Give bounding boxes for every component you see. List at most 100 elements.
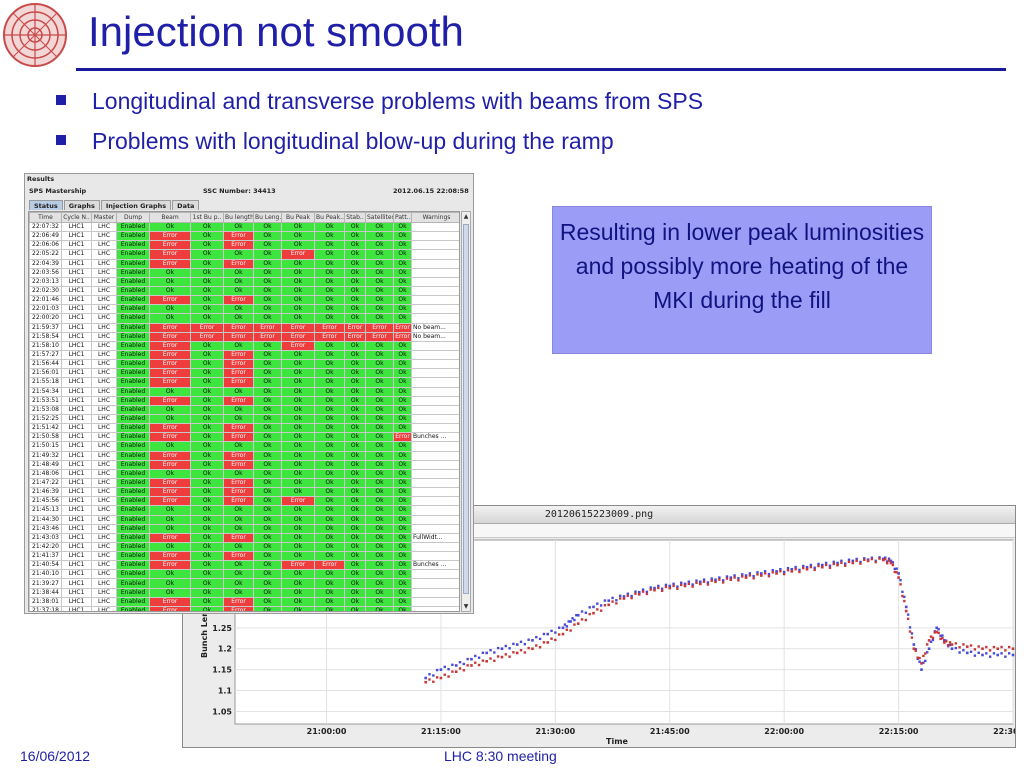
column-header[interactable]: Bu Leng.. — [253, 212, 282, 223]
table-row[interactable]: 21:40:10 LHC1 LHC Enabled Ok Ok Ok Ok Ok Ok Ok Ok Ok — [29, 569, 459, 580]
table-row[interactable]: 21:52:25 LHC1 LHC Enabled Ok Ok Ok Ok Ok Ok Ok Ok Ok — [29, 413, 459, 425]
table-row[interactable]: 22:06:49 LHC1 LHC Enabled Error Ok Error Ok Ok Ok… — [29, 231, 459, 242]
table-row[interactable]: 21:39:27 LHC1 LHC Enabled Ok Ok Ok Ok Ok Ok Ok Ok Ok — [29, 578, 459, 589]
table-row[interactable]: 21:48:06 LHC1 LHC Enabled Ok Ok Ok Ok Ok Ok Ok Ok Ok — [29, 468, 459, 479]
table-cell: Ok — [281, 395, 315, 406]
data-point — [622, 595, 626, 598]
table-cell: Ok — [253, 231, 282, 242]
column-header[interactable]: Stab.. — [344, 212, 366, 223]
bullet-item: Longitudinal and transverse problems wit… — [56, 88, 703, 115]
table-row[interactable]: 22:07:32 LHC1 LHC Enabled Ok Ok Ok Ok Ok Ok Ok Ok Ok — [29, 221, 459, 233]
table-row[interactable]: 21:46:39 LHC1 LHC Enabled Error Ok Error Ok Ok Ok… — [29, 487, 459, 498]
table-row[interactable]: 21:54:34 LHC1 LHC Enabled Ok Ok Ok Ok Ok Ok Ok Ok Ok — [29, 386, 459, 397]
table-row[interactable]: 21:45:56 LHC1 LHC Enabled Error Ok Error Ok Erro… — [29, 496, 459, 507]
table-cell: 21:58:10 — [29, 340, 62, 351]
table-row[interactable]: 21:57:27 LHC1 LHC Enabled Error Ok Error Ok Ok Ok… — [29, 349, 459, 361]
table-row[interactable]: 21:43:46 LHC1 LHC Enabled Ok Ok Ok Ok Ok Ok Ok Ok Ok — [29, 523, 459, 534]
column-header[interactable]: Master — [91, 212, 117, 223]
scroll-thumb[interactable] — [463, 224, 469, 594]
table-row[interactable]: 21:50:15 LHC1 LHC Enabled Ok Ok Ok Ok Ok Ok Ok Ok Ok — [29, 441, 459, 452]
table-cell: LHC — [91, 231, 117, 242]
table-row[interactable]: 21:43:03 LHC1 LHC Enabled Error Ok Error Ok Ok Ok… — [29, 532, 459, 543]
data-point — [567, 620, 570, 623]
table-row[interactable]: 22:02:30 LHC1 LHC Enabled Ok Ok Ok Ok Ok Ok Ok Ok Ok — [29, 285, 459, 297]
table-row[interactable]: 22:05:22 LHC1 LHC Enabled Error Ok Ok Ok Error Ok… — [29, 249, 459, 260]
table-cell: LHC — [91, 441, 117, 452]
column-header[interactable]: Cycle N.. — [61, 212, 92, 223]
table-cell: LHC1 — [61, 551, 92, 562]
table-cell: LHC1 — [61, 605, 92, 611]
results-scrollbar[interactable]: ▲ ▼ — [461, 211, 471, 612]
table-row[interactable]: 22:01:03 LHC1 LHC Enabled Ok Ok Ok Ok Ok Ok Ok Ok Ok — [29, 304, 459, 315]
data-point — [454, 670, 458, 674]
table-cell: Enabled — [116, 413, 150, 425]
table-row[interactable]: 21:50:58 LHC1 LHC Enabled Error Ok Error Ok Ok Ok… — [29, 432, 459, 443]
table-cell: Ok — [365, 496, 394, 507]
table-row[interactable]: 21:38:44 LHC1 LHC Enabled Ok Ok Ok Ok Ok Ok Ok Ok Ok — [29, 587, 459, 598]
data-point — [542, 632, 546, 636]
column-header[interactable]: Bu length — [223, 212, 254, 223]
column-header[interactable]: Time — [29, 212, 62, 223]
table-row[interactable]: 21:41:37 LHC1 LHC Enabled Error Ok Error Ok Ok Ok… — [29, 551, 459, 562]
table-row[interactable]: 21:48:49 LHC1 LHC Enabled Error Ok Error Ok Ok Ok… — [29, 459, 459, 470]
table-row[interactable]: 21:55:18 LHC1 LHC Enabled Error Ok Error Ok Ok Ok… — [29, 377, 459, 388]
table-cell: Enabled — [116, 349, 150, 361]
data-point — [927, 647, 931, 651]
table-row[interactable]: 21:49:32 LHC1 LHC Enabled Error Ok Error Ok Ok Ok… — [29, 450, 459, 461]
table-cell: Ok — [281, 258, 315, 269]
table-row[interactable]: 22:01:46 LHC1 LHC Enabled Error Ok Error Ok Ok Ok… — [29, 295, 459, 306]
table-row[interactable]: 21:56:44 LHC1 LHC Enabled Error Ok Error Ok Ok Ok… — [29, 359, 459, 370]
table-row[interactable]: 21:47:22 LHC1 LHC Enabled Error Ok Error Ok Ok Ok… — [29, 477, 459, 489]
tab-graphs[interactable]: Graphs — [63, 200, 100, 210]
table-row[interactable]: 21:44:30 LHC1 LHC Enabled Ok Ok Ok Ok Ok Ok Ok Ok Ok — [29, 514, 459, 525]
table-cell: Ok — [344, 487, 366, 498]
table-row[interactable]: 21:53:51 LHC1 LHC Enabled Error Ok Error Ok Ok Ok… — [29, 395, 459, 406]
tab-data[interactable]: Data — [172, 200, 200, 210]
table-row[interactable]: 22:06:06 LHC1 LHC Enabled Error Ok Error Ok Ok Ok… — [29, 240, 459, 251]
table-row[interactable]: 21:42:20 LHC1 LHC Enabled Ok Ok Ok Ok Ok Ok Ok Ok Ok — [29, 541, 459, 553]
column-header[interactable]: Warnings — [411, 212, 459, 223]
table-row[interactable]: 21:58:54 LHC1 LHC Enabled Error Error Error Err… — [29, 331, 459, 342]
table-row[interactable]: 21:38:01 LHC1 LHC Enabled Error Ok Error Ok Ok Ok… — [29, 596, 459, 607]
table-row[interactable]: 21:53:08 LHC1 LHC Enabled Ok Ok Ok Ok Ok Ok Ok Ok Ok — [29, 404, 459, 415]
table-row[interactable]: 21:59:37 LHC1 LHC Enabled Error Error Error Err… — [29, 322, 459, 333]
tab-status[interactable]: Status — [29, 200, 63, 210]
column-header[interactable]: Dump — [116, 212, 150, 223]
data-point — [752, 577, 755, 580]
table-row[interactable]: 21:51:42 LHC1 LHC Enabled Error Ok Error Ok Ok Ok… — [29, 423, 459, 434]
column-header[interactable]: 1st Bu p.. — [190, 212, 224, 223]
table-cell: Ok — [190, 304, 224, 315]
data-point — [941, 636, 944, 640]
column-header[interactable]: Patt.. — [393, 212, 412, 223]
table-row[interactable]: 22:03:56 LHC1 LHC Enabled Ok Ok Ok Ok Ok Ok Ok Ok Ok — [29, 267, 459, 278]
table-cell: LHC — [91, 514, 117, 525]
table-row[interactable]: 21:40:54 LHC1 LHC Enabled Error Ok Ok Ok Error Er… — [29, 560, 459, 571]
table-row[interactable]: 22:04:39 LHC1 LHC Enabled Error Ok Error Ok Ok Ok… — [29, 258, 459, 269]
table-cell: Error — [253, 331, 282, 342]
data-point — [832, 560, 835, 564]
scroll-up-arrow-icon[interactable]: ▲ — [463, 213, 469, 220]
table-cell: Ok — [253, 514, 282, 525]
table-cell: LHC — [91, 258, 117, 269]
column-header[interactable]: Bu Peak.. — [314, 212, 345, 223]
table-row[interactable]: 22:03:13 LHC1 LHC Enabled Ok Ok Ok Ok Ok Ok Ok Ok Ok — [29, 276, 459, 287]
table-row[interactable]: 21:56:01 LHC1 LHC Enabled Error Ok Error Ok Ok Ok… — [29, 368, 459, 379]
column-header[interactable]: Beam — [149, 212, 191, 223]
scroll-down-arrow-icon[interactable]: ▼ — [463, 603, 469, 610]
table-cell: Ok — [190, 368, 224, 379]
data-point — [977, 651, 980, 655]
column-header[interactable]: Satellites — [365, 212, 394, 223]
data-point — [485, 651, 489, 655]
table-cell: Ok — [190, 605, 224, 611]
table-row[interactable]: 21:45:13 LHC1 LHC Enabled Ok Ok Ok Ok Ok Ok Ok Ok Ok — [29, 505, 459, 516]
table-row[interactable]: 21:58:10 LHC1 LHC Enabled Error Ok Ok Ok Error Ok… — [29, 340, 459, 351]
table-cell: 21:43:46 — [29, 523, 62, 534]
table-cell: Ok — [393, 569, 412, 580]
table-row[interactable]: 21:37:18 LHC1 LHC Enabled Error Ok Error Ok Ok Ok… — [29, 605, 459, 611]
table-row[interactable]: 22:00:20 LHC1 LHC Enabled Ok Ok Ok Ok Ok Ok Ok Ok Ok — [29, 313, 459, 324]
table-cell: Ok — [344, 276, 366, 287]
column-header[interactable]: Bu Peak — [281, 212, 315, 223]
table-cell: Ok — [314, 231, 345, 242]
data-point — [618, 594, 622, 598]
tab-injection-graphs[interactable]: Injection Graphs — [100, 200, 172, 210]
